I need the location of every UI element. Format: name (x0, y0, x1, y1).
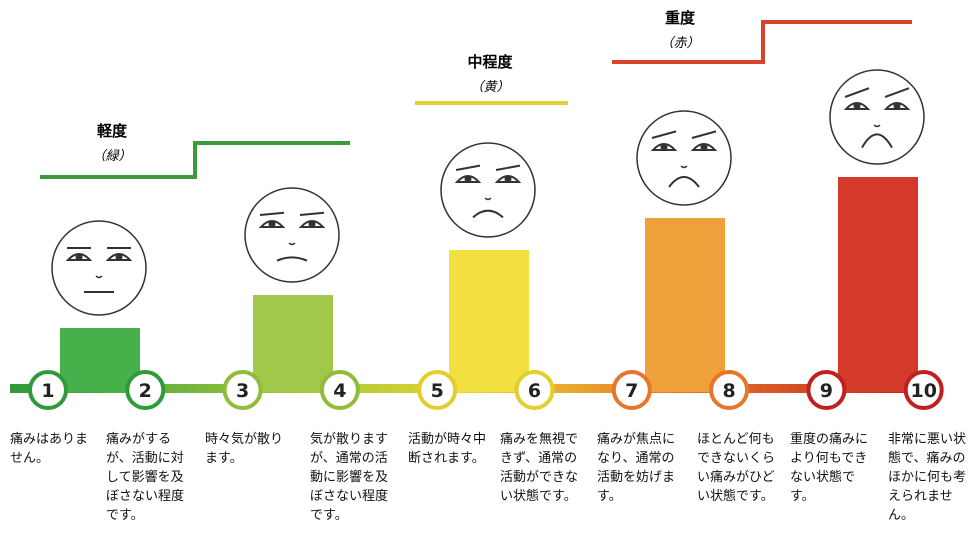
level-number: 10 (910, 380, 936, 402)
face (52, 221, 146, 315)
level-bar (645, 218, 725, 392)
pupil (465, 176, 472, 183)
pupil (505, 176, 512, 183)
pupil (701, 144, 708, 151)
level-number: 5 (431, 380, 444, 402)
level-description: 重度の痛みにより何もできない状態です。 (790, 430, 874, 506)
face (441, 143, 535, 237)
severe-line (612, 22, 912, 62)
pupil (309, 221, 316, 228)
level-description: 気が散りますが、通常の活動に影響を及ぼさない程度です。 (310, 430, 394, 525)
pupil (269, 221, 276, 228)
level-description: 痛みを無視できず、通常の活動ができない状態です。 (500, 430, 584, 506)
level-description: 痛みが焦点になり、通常の活動を妨げます。 (597, 430, 681, 506)
group-title: 重度 (665, 9, 696, 27)
face-outline (830, 70, 924, 164)
face (637, 111, 731, 205)
face-outline (52, 221, 146, 315)
level-bar (449, 250, 529, 392)
level-number: 2 (139, 380, 152, 402)
level-description: 痛みがするが、活動に対して影響を及ぼさない程度です。 (106, 430, 190, 525)
level-number: 1 (41, 380, 54, 402)
group-color: （黄） (470, 79, 509, 95)
face (245, 188, 339, 282)
face (830, 70, 924, 164)
level-number: 3 (236, 380, 249, 402)
group-title: 軽度 (97, 122, 128, 140)
level-number: 4 (333, 380, 346, 402)
level-description: 非常に悪い状態で、痛みのほかに何も考えられません。 (888, 430, 972, 525)
mild-line (40, 143, 350, 177)
pupil (116, 254, 123, 261)
level-description: 活動が時々中断されます。 (408, 430, 492, 468)
level-description: ほとんど何もできないくらい痛みがひどい状態です。 (697, 430, 781, 506)
pupil (894, 103, 901, 110)
level-bar (838, 177, 918, 392)
face-outline (245, 188, 339, 282)
level-description: 痛みはありません。 (10, 430, 94, 468)
level-number: 8 (722, 380, 735, 402)
pupil (854, 103, 861, 110)
group-color: （緑） (92, 148, 131, 164)
level-number: 9 (820, 380, 833, 402)
face-outline (441, 143, 535, 237)
level-bar (253, 295, 333, 392)
level-description: 時々気が散ります。 (205, 430, 289, 468)
group-title: 中程度 (467, 53, 513, 71)
face-outline (637, 111, 731, 205)
pupil (661, 144, 668, 151)
group-color: （赤） (660, 35, 699, 51)
level-number: 7 (625, 380, 638, 402)
level-number: 6 (528, 380, 541, 402)
page: 軽度 （緑） 中程度 （黄） 重度 （赤） 12345678910 (() =>… (0, 0, 974, 544)
pupil (76, 254, 83, 261)
